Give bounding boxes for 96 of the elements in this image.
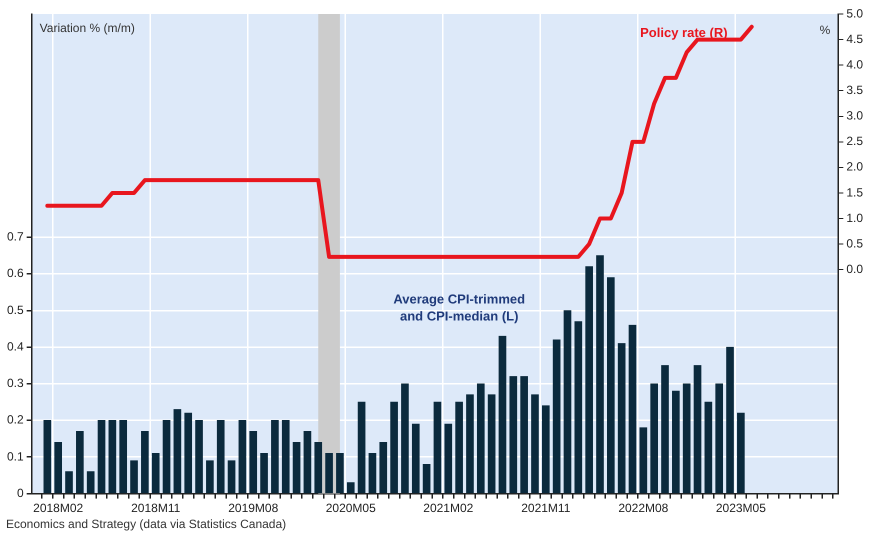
x-tick-label: 2019M08 (228, 501, 279, 516)
bar (694, 365, 702, 494)
bar (476, 383, 485, 494)
bar (661, 365, 669, 494)
bar (379, 442, 388, 494)
bar (325, 453, 333, 494)
series-label: Average CPI-trimmed and CPI-median (L) (393, 292, 526, 324)
bar (606, 277, 615, 494)
bar (346, 482, 355, 494)
y2-tick-label: 2.5 (846, 134, 864, 148)
bar (304, 431, 312, 494)
bar (282, 420, 290, 494)
bar (542, 405, 550, 494)
bar (228, 460, 236, 494)
bar (564, 310, 572, 494)
x-tick-label: 2021M11 (521, 501, 571, 516)
bar (434, 402, 442, 494)
y2-tick-label: 4.5 (846, 32, 864, 46)
bar (152, 453, 160, 494)
bar (119, 420, 128, 494)
bar (552, 340, 560, 494)
y2-tick-label: 3.0 (846, 108, 864, 123)
x-tick-label: 2022M08 (618, 501, 669, 516)
bar (86, 471, 95, 494)
y-tick-label: 0.1 (6, 449, 24, 464)
bar (412, 424, 420, 494)
bar (130, 460, 138, 494)
y-tick-label: 0 (16, 486, 24, 500)
y-tick-label: 0.5 (6, 302, 24, 317)
bar (401, 383, 409, 494)
y2-tick-label: 2.0 (846, 160, 864, 174)
x-tick-label: 2020M05 (326, 501, 376, 516)
y-tick-label: 0.7 (6, 230, 24, 244)
y2-tick-label: 0.0 (846, 262, 864, 276)
bar (238, 420, 246, 494)
bar (271, 420, 279, 494)
bar (715, 383, 724, 494)
bar (520, 376, 528, 494)
bar (162, 420, 170, 494)
x-tick-label: 2021M02 (423, 501, 474, 516)
bar (628, 324, 636, 494)
x-tick-label: 2018M11 (131, 501, 181, 516)
bar (195, 420, 203, 494)
bar (531, 394, 539, 494)
x-tick-label: 2023M05 (716, 501, 766, 516)
bar (466, 394, 474, 494)
bar (44, 420, 52, 494)
bar (585, 266, 593, 494)
bar (336, 453, 344, 494)
y2-tick-label: 3.5 (846, 83, 864, 98)
y-axis-title: Variation % (m/m) (40, 21, 135, 35)
y2-tick-label: 5.0 (846, 6, 864, 20)
y-tick-label: 0.3 (6, 376, 24, 390)
bar (596, 255, 604, 494)
y2-axis-title: % (820, 23, 831, 37)
bar (65, 471, 73, 494)
bar (108, 420, 116, 494)
bar (726, 346, 734, 494)
bar (498, 336, 506, 494)
bar (682, 383, 691, 494)
bar (141, 431, 149, 494)
bar (98, 420, 106, 494)
bar (640, 427, 648, 494)
bar (174, 409, 182, 494)
y-tick-label: 0.2 (6, 412, 24, 427)
y2-tick-label: 1.0 (846, 210, 864, 225)
y2-tick-label: 0.5 (846, 236, 864, 250)
x-tick-label: 2018M02 (33, 501, 84, 516)
bar (444, 424, 452, 494)
bar (509, 376, 518, 494)
bar (574, 321, 582, 494)
text: Economics and Strategy (data via Statistics Canada) (6, 517, 286, 531)
bar (704, 402, 712, 494)
bar (455, 402, 463, 494)
bar (618, 343, 626, 494)
bar (292, 442, 300, 494)
y-tick-label: 0.6 (6, 266, 24, 280)
bar (76, 431, 84, 494)
bar (737, 412, 745, 494)
bar (358, 402, 366, 494)
bar (422, 464, 430, 494)
y2-tick-label: 4.0 (846, 57, 864, 72)
bar (206, 460, 214, 494)
bar (488, 394, 496, 494)
bar (314, 442, 322, 494)
y2-tick-label: 1.5 (846, 185, 864, 200)
bar (216, 420, 225, 494)
bar (249, 431, 258, 494)
bar (260, 453, 268, 494)
y-tick-label: 0.4 (6, 339, 24, 354)
bar (184, 412, 192, 494)
bar (54, 442, 62, 494)
bar (368, 453, 376, 494)
bar (650, 383, 658, 494)
bar (672, 390, 680, 494)
bar (390, 402, 398, 494)
